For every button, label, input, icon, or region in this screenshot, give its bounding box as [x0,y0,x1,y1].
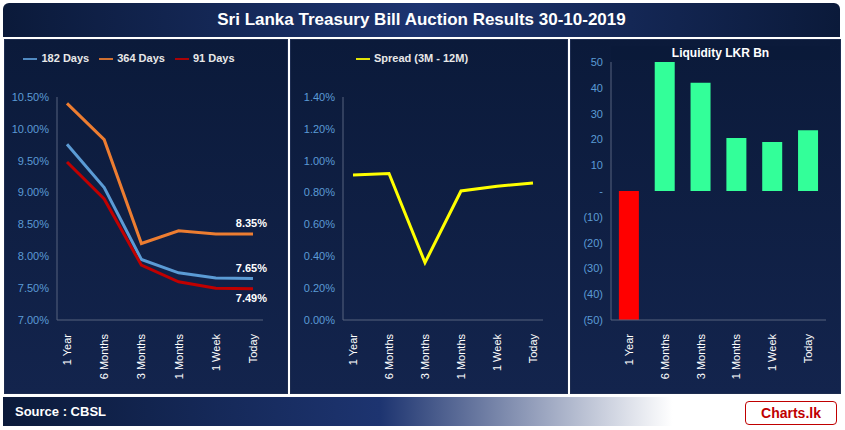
svg-text:1 Months: 1 Months [173,334,185,380]
svg-text:6 Months: 6 Months [383,334,395,380]
svg-text:9.50%: 9.50% [18,155,49,167]
svg-text:1 Week: 1 Week [210,334,222,372]
html-text:Spread (3M - 12M): Spread (3M - 12M) [373,52,469,64]
svg-text:40: 40 [591,82,603,94]
html-text:182 Days: 182 Days [41,52,90,64]
svg-text:1.00%: 1.00% [304,155,335,167]
svg-text:8.35%: 8.35% [236,217,267,229]
svg-text:9.00%: 9.00% [18,186,49,198]
svg-text:(30): (30) [583,262,603,274]
svg-text:8.00%: 8.00% [18,250,49,262]
svg-text:1.20%: 1.20% [304,123,335,135]
svg-text:(20): (20) [583,237,603,249]
svg-text:20: 20 [591,133,603,145]
svg-text:1 Year: 1 Year [623,334,635,366]
svg-text:7.50%: 7.50% [18,282,49,294]
svg-text:0.00%: 0.00% [304,314,335,326]
svg-text:10.50%: 10.50% [12,91,50,103]
svg-text:3 Months: 3 Months [695,334,707,380]
svg-text:Today: Today [527,334,539,364]
html-text:Source : CBSL: Source : CBSL [15,404,106,419]
svg-text:1 Week: 1 Week [491,334,503,372]
svg-text:3 Months: 3 Months [135,334,147,380]
svg-text:30: 30 [591,108,603,120]
svg-text:7.49%: 7.49% [236,292,267,304]
svg-text:(40): (40) [583,288,603,300]
svg-text:0.60%: 0.60% [304,218,335,230]
svg-text:1 Months: 1 Months [455,334,467,380]
svg-text:6 Months: 6 Months [98,334,110,380]
svg-text:1 Week: 1 Week [766,334,778,372]
svg-text:0.40%: 0.40% [304,250,335,262]
svg-text:8.50%: 8.50% [18,218,49,230]
svg-text:0.80%: 0.80% [304,186,335,198]
svg-text:10: 10 [591,159,603,171]
html-text:364 Days: 364 Days [117,52,165,64]
svg-text:10.00%: 10.00% [12,123,50,135]
svg-text:Today: Today [802,334,814,364]
html-text:91 Days: 91 Days [192,52,235,64]
html-text:Sri Lanka Treasury Bill Auctio: Sri Lanka Treasury Bill Auction Results … [217,10,626,29]
svg-text:1.40%: 1.40% [304,91,335,103]
svg-text:3 Months: 3 Months [419,334,431,380]
svg-text:(50): (50) [583,314,603,326]
svg-text:Today: Today [247,334,259,364]
svg-text:50: 50 [591,56,603,68]
svg-text:(10): (10) [583,211,603,223]
svg-text:6 Months: 6 Months [659,334,671,380]
svg-text:0.20%: 0.20% [304,282,335,294]
svg-text:1 Months: 1 Months [730,334,742,380]
svg-text:1 Year: 1 Year [347,334,359,366]
svg-text:7.00%: 7.00% [18,314,49,326]
html-text:Liquidity LKR Bn: Liquidity LKR Bn [671,46,770,60]
svg-text:1 Year: 1 Year [61,334,73,366]
svg-text:7.65%: 7.65% [236,262,267,274]
svg-text:-: - [599,185,603,197]
html-text:Charts.lk: Charts.lk [761,405,821,421]
